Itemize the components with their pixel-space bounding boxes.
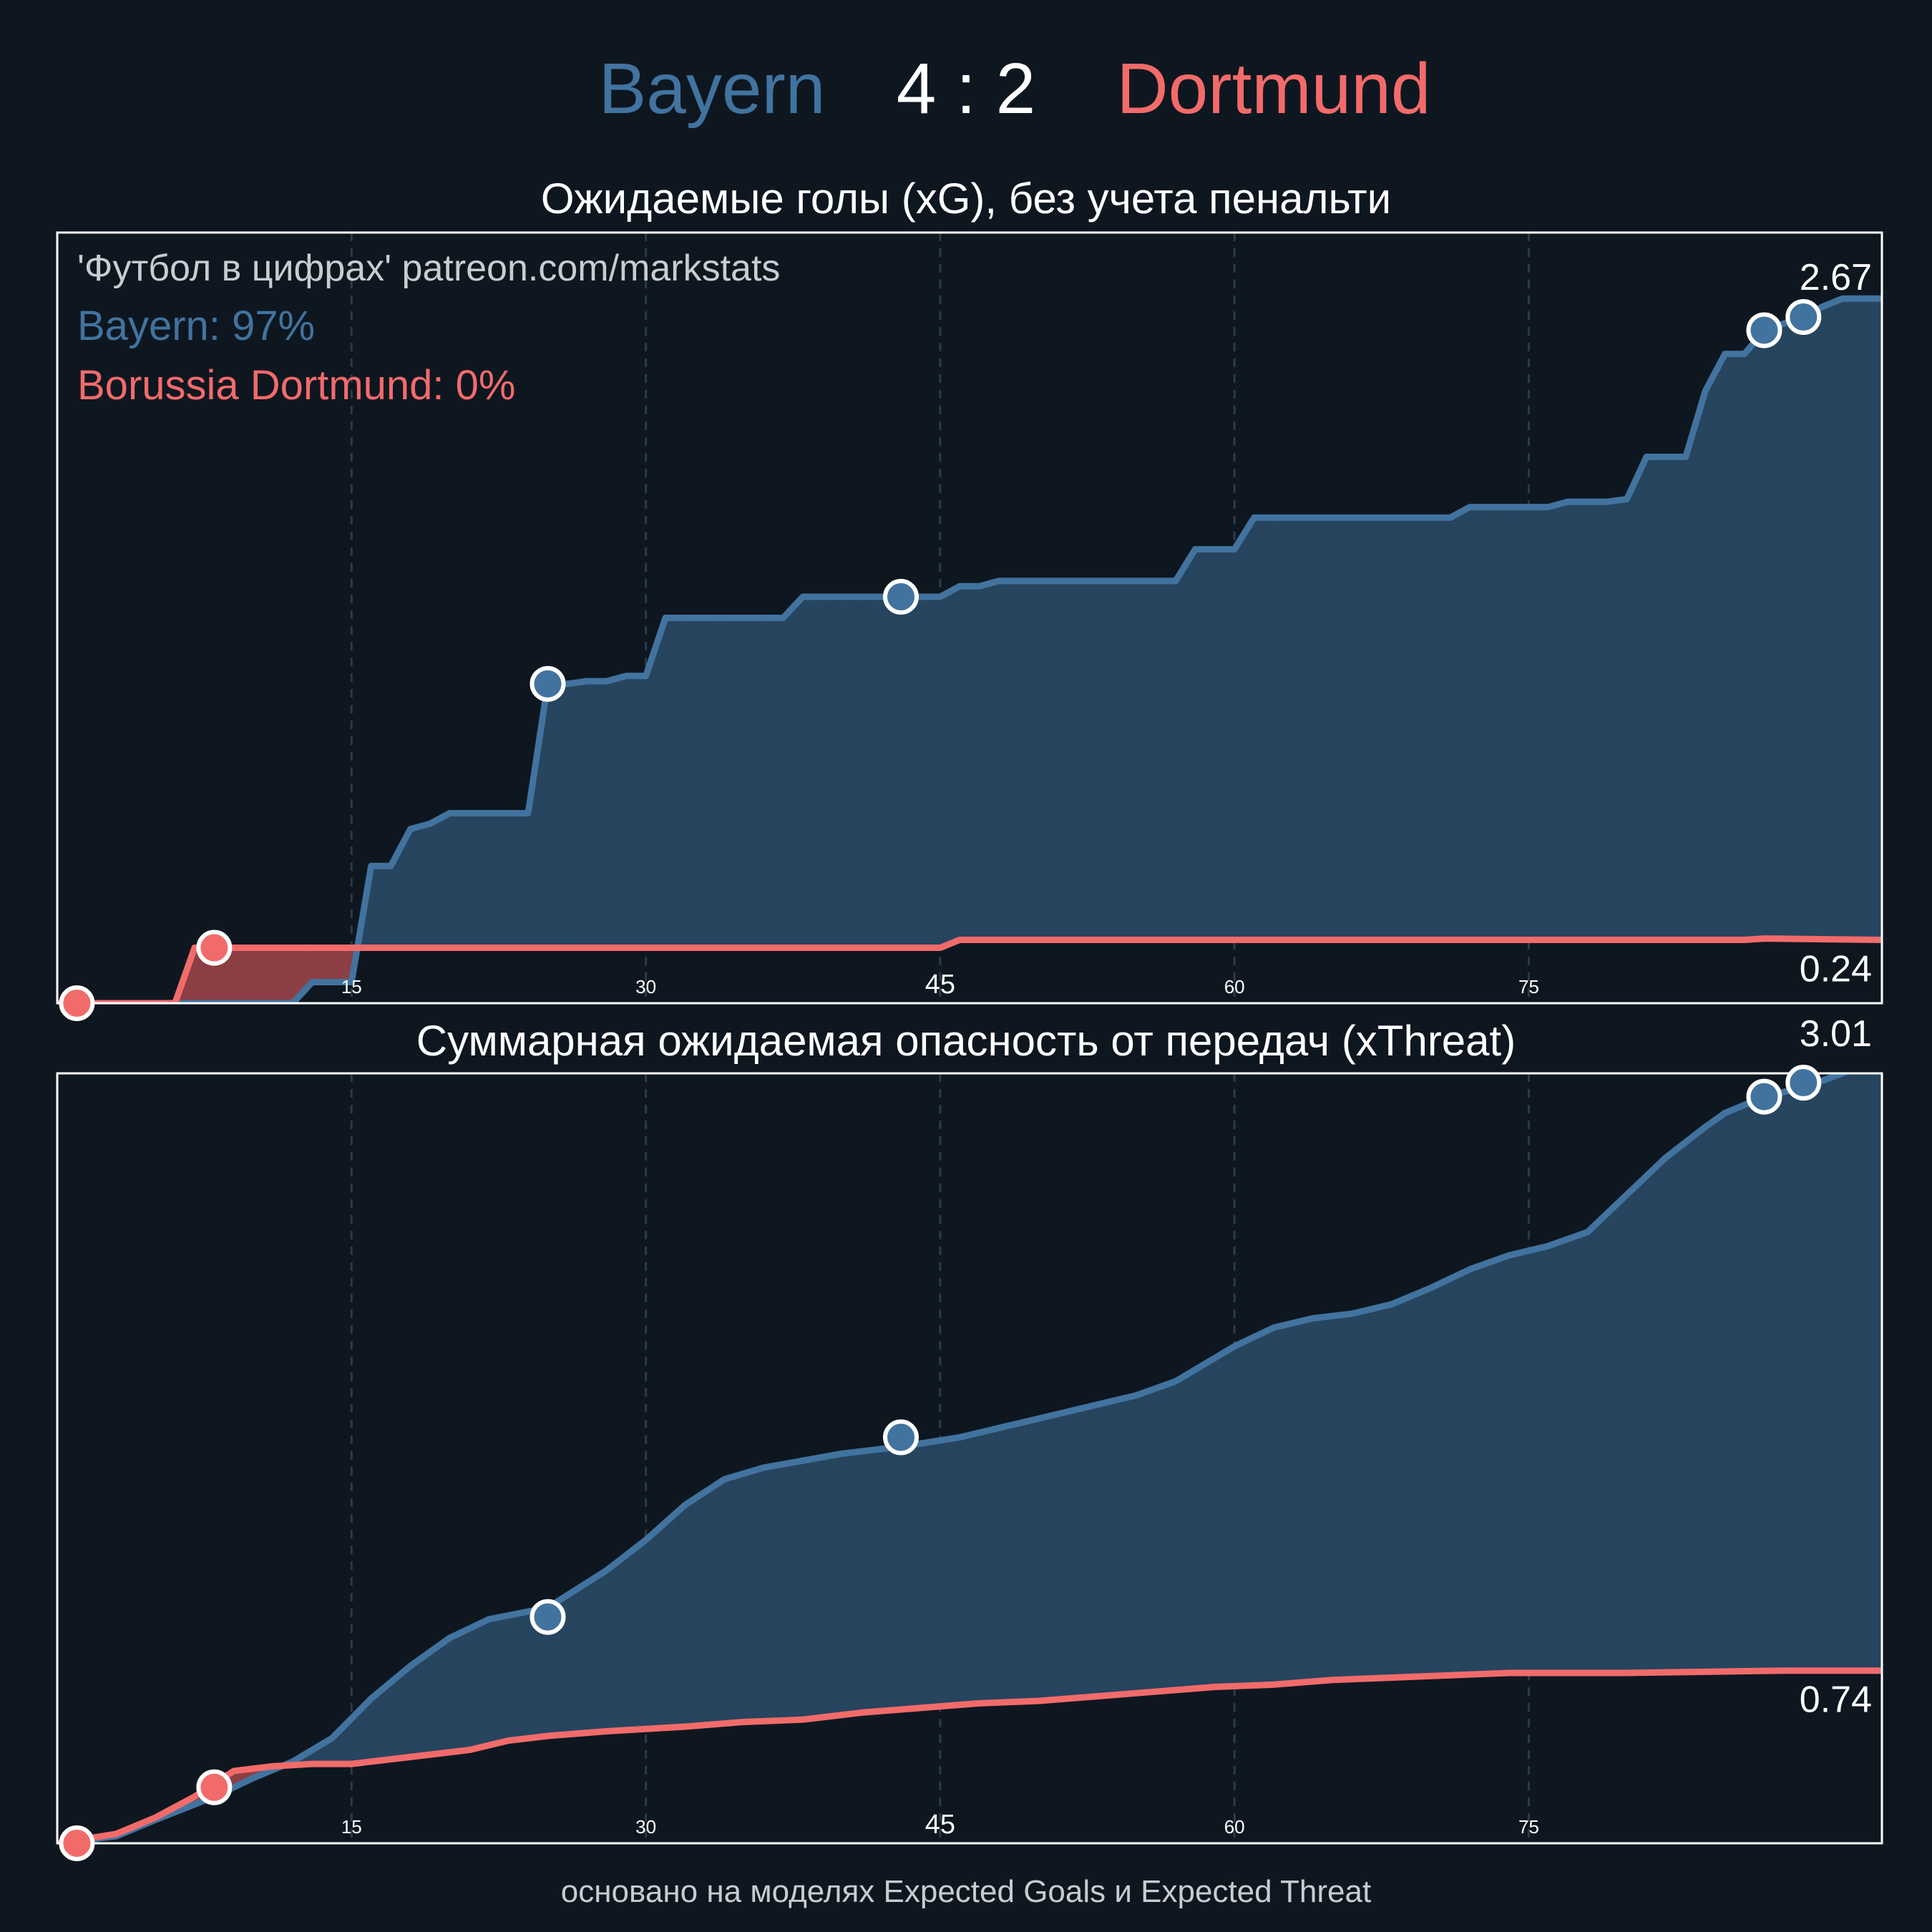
away-total-label: 0.24: [1800, 948, 1872, 990]
home-goal-marker: [530, 665, 566, 702]
footer-note: основано на моделях Expected Goals и Exp…: [561, 1874, 1371, 1909]
x-tick-label: 75: [1518, 1816, 1539, 1838]
away-series-line: [57, 1667, 1882, 1843]
x-tick-label: 45: [925, 1810, 955, 1840]
home-series-line: [57, 295, 1882, 1003]
x-tick-label: 60: [1224, 1816, 1245, 1838]
home-goal-marker: [1785, 299, 1822, 336]
x-tick-label: 45: [925, 970, 955, 1000]
home-goal-marker: [883, 578, 919, 615]
away-win-probability: Borussia Dortmund: 0%: [77, 362, 515, 409]
x-tick-label: 30: [635, 1816, 656, 1838]
home-win-probability: Bayern: 97%: [77, 303, 315, 349]
xg-panel: 15 30 45 60 75 2.67 0.24: [56, 231, 1883, 1021]
away-goal-marker: [196, 1769, 233, 1805]
home-goal-marker: [530, 1599, 566, 1635]
home-series-line: [57, 1073, 1850, 1843]
xt-panel-title: Суммарная ожидаемая опасность от передач…: [416, 1017, 1516, 1065]
xt-panel: 15 30 45 60 75 3.01 0.74: [56, 1013, 1883, 1861]
away-team-title: Dortmund: [1116, 49, 1430, 129]
panel-frame: [56, 231, 1883, 1005]
source-annotation: 'Футбол в цифрах' patreon.com/markstats: [77, 248, 780, 289]
home-team-title: Bayern: [599, 49, 826, 129]
home-goal-marker: [1746, 1078, 1782, 1115]
home-goal-marker: [1746, 312, 1782, 348]
xg-panel-title: Ожидаемые голы (xG), без учета пенальти: [541, 175, 1391, 223]
home-goal-marker: [883, 1419, 919, 1455]
score-title: 4 : 2: [897, 49, 1036, 129]
x-tick-label: 15: [341, 1816, 362, 1838]
away-goal-marker: [196, 930, 233, 966]
away-total-label: 0.74: [1800, 1679, 1872, 1721]
away-goal-marker: [59, 985, 95, 1021]
away-goal-marker: [59, 1825, 95, 1861]
home-total-label: 3.01: [1800, 1013, 1872, 1055]
home-total-label: 2.67: [1800, 257, 1872, 298]
away-series-line: [57, 935, 1882, 1003]
x-tick-label: 75: [1518, 976, 1539, 997]
x-tick-label: 30: [635, 976, 656, 997]
x-tick-label: 60: [1224, 976, 1245, 997]
home-goal-marker: [1785, 1065, 1822, 1101]
panel-frame: [56, 1072, 1883, 1845]
x-tick-label: 15: [341, 976, 362, 997]
